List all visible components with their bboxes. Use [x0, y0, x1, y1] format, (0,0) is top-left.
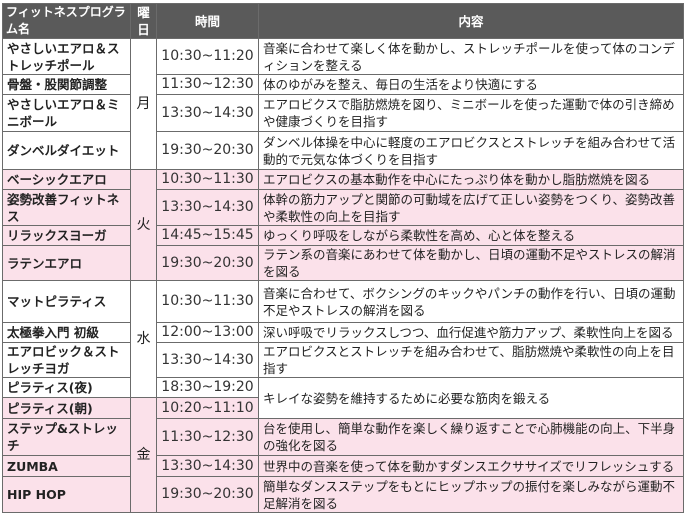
- content-cell: 体のゆがみを整え、毎日の生活をより快適にする: [258, 74, 684, 95]
- table-row: ベーシックエアロ 火 10:30~11:30 エアロビクスの基本動作を中心にたっ…: [2, 169, 684, 281]
- program-name: ピラティス(朝): [2, 397, 131, 419]
- day-cell: 水: [130, 280, 157, 398]
- table-row: 姿勢改善フィットネス 13:30~14:30 体幹の筋力アップと関節の可動域を広…: [2, 189, 684, 226]
- time-cell: 19:30~20:30: [156, 476, 259, 513]
- table-row: エアロビック＆ストレッチヨガ 13:30~14:30 エアロビクスとストレッチを…: [2, 342, 684, 378]
- header-day: 曜日: [130, 3, 157, 39]
- table-row: ダンベルダイエット 19:30~20:30 ダンベル体操を中心に軽度のエアロビク…: [2, 131, 684, 170]
- content-cell: 音楽に合わせて楽しく体を動かし、ストレッチポールを使って体のコンディションを整え…: [258, 38, 684, 75]
- content-cell: エアロビクスとストレッチを組み合わせて、脂肪燃焼や柔軟性の向上を目指す: [258, 342, 684, 378]
- program-name: ZUMBA: [2, 455, 131, 477]
- time-cell: 14:45~15:45: [156, 225, 259, 246]
- program-name: ベーシックエアロ: [2, 169, 131, 190]
- table-row: マットピラティス 水 10:30~11:30 音楽に合わせて、ボクシングのキック…: [2, 280, 684, 398]
- table-row: ラテンエアロ 19:30~20:30 ラテン系の音楽にあわせて体を動かし、日頃の…: [2, 245, 684, 281]
- content-cell: 音楽に合わせて、ボクシングのキックやパンチの動作を行い、日頃の運動不足やストレス…: [258, 280, 684, 323]
- day-cell: 月: [130, 38, 157, 170]
- header-name: フィットネスプログラム名: [2, 3, 131, 39]
- time-cell: 11:30~12:30: [156, 74, 259, 95]
- program-name: 太極拳入門 初級: [2, 322, 131, 343]
- program-name: ダンベルダイエット: [2, 131, 131, 170]
- time-cell: 11:30~12:30: [156, 418, 259, 456]
- time-cell: 19:30~20:30: [156, 131, 259, 170]
- program-name: やさしいエアロ＆ストレッチポール: [2, 38, 131, 75]
- time-cell: 18:30~19:20: [156, 377, 259, 398]
- program-name: ステップ&ストレッチ: [2, 418, 131, 456]
- time-cell: 10:30~11:20: [156, 38, 259, 75]
- time-cell: 10:20~11:10: [156, 397, 259, 419]
- time-cell: 10:30~11:30: [156, 169, 259, 190]
- program-name: やさしいエアロ＆ミニボール: [2, 94, 131, 132]
- time-cell: 12:00~13:00: [156, 322, 259, 343]
- program-name: マットピラティス: [2, 280, 131, 323]
- program-name: ピラティス(夜): [2, 377, 131, 398]
- time-cell: 13:30~14:30: [156, 342, 259, 378]
- header-content: 内容: [258, 3, 684, 39]
- content-cell: 世界中の音楽を使って体を動かすダンスエクササイズでリフレッシュする: [258, 455, 684, 477]
- fitness-schedule-table: フィットネスプログラム名 曜日 時間 内容 やさしいエアロ＆ストレッチポール 月…: [2, 3, 684, 513]
- program-name: HIP HOP: [2, 476, 131, 513]
- content-cell: 簡単なダンスステップをもとにヒップホップの振付を楽しみながら運動不足解消を図る: [258, 476, 684, 513]
- program-name: ラテンエアロ: [2, 245, 131, 281]
- table-row: ピラティス(夜) 18:30~19:20 キレイな姿勢を維持するために必要な筋肉…: [2, 377, 684, 419]
- program-name: 骨盤・股関節調整: [2, 74, 131, 95]
- program-name: エアロビック＆ストレッチヨガ: [2, 342, 131, 378]
- table-row: やさしいエアロ＆ミニボール 13:30~14:30 エアロビクスで脂肪燃焼を図り…: [2, 94, 684, 132]
- table-row: HIP HOP 19:30~20:30 簡単なダンスステップをもとにヒップホップ…: [2, 476, 684, 513]
- content-cell: ゆっくり呼吸をしながら柔軟性を高め、心と体を整える: [258, 225, 684, 246]
- content-cell: 体幹の筋力アップと関節の可動域を広げて正しい姿勢をつくり、姿勢改善や柔軟性の向上…: [258, 189, 684, 226]
- day-cell: 金: [130, 397, 157, 513]
- content-cell: ダンベル体操を中心に軽度のエアロビクスとストレッチを組み合わせて活動的で元気な体…: [258, 131, 684, 170]
- time-cell: 13:30~14:30: [156, 94, 259, 132]
- table-row: リラックスヨーガ 14:45~15:45 ゆっくり呼吸をしながら柔軟性を高め、心…: [2, 225, 684, 246]
- time-cell: 13:30~14:30: [156, 455, 259, 477]
- content-cell: 台を使用し、簡単な動作を楽しく繰り返すことで心肺機能の向上、下半身の強化を図る: [258, 418, 684, 456]
- time-cell: 10:30~11:30: [156, 280, 259, 323]
- content-cell: エアロビクスの基本動作を中心にたっぷり体を動かし脂肪燃焼を図る: [258, 169, 684, 190]
- content-cell: ラテン系の音楽にあわせて体を動かし、日頃の運動不足やストレスの解消を図る: [258, 245, 684, 281]
- content-cell: エアロビクスで脂肪燃焼を図り、ミニボールを使った運動で体の引き締めや健康づくりを…: [258, 94, 684, 132]
- time-cell: 19:30~20:30: [156, 245, 259, 281]
- program-name: リラックスヨーガ: [2, 225, 131, 246]
- content-cell: 深い呼吸でリラックスしつつ、血行促進や筋力アップ、柔軟性向上を図る: [258, 322, 684, 343]
- header-row: フィットネスプログラム名 曜日 時間 内容: [2, 3, 684, 39]
- content-cell: キレイな姿勢を維持するために必要な筋肉を鍛える: [258, 377, 684, 419]
- table-row: やさしいエアロ＆ストレッチポール 月 10:30~11:20 音楽に合わせて楽し…: [2, 38, 684, 170]
- day-cell: 火: [130, 169, 157, 281]
- table-row: ステップ&ストレッチ 11:30~12:30 台を使用し、簡単な動作を楽しく繰り…: [2, 418, 684, 456]
- time-cell: 13:30~14:30: [156, 189, 259, 226]
- program-name: 姿勢改善フィットネス: [2, 189, 131, 226]
- table-row: 太極拳入門 初級 12:00~13:00 深い呼吸でリラックスしつつ、血行促進や…: [2, 322, 684, 343]
- header-time: 時間: [156, 3, 259, 39]
- table-row: ZUMBA 13:30~14:30 世界中の音楽を使って体を動かすダンスエクササ…: [2, 455, 684, 477]
- table-row: 骨盤・股関節調整 11:30~12:30 体のゆがみを整え、毎日の生活をより快適…: [2, 74, 684, 95]
